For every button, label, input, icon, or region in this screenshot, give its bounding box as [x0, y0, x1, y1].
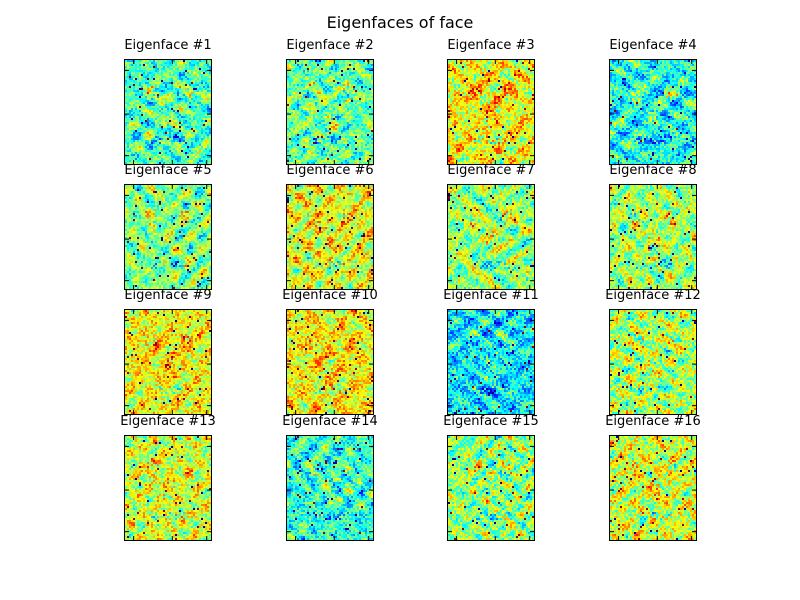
heatmap-image — [447, 184, 535, 290]
axes-frame — [609, 184, 697, 290]
panel-title: Eigenface #3 — [407, 38, 575, 54]
panel-title: Eigenface #11 — [407, 288, 575, 304]
axis-ticks — [610, 60, 696, 164]
panel-title: Eigenface #5 — [84, 163, 252, 179]
eigenface-panel-5: Eigenface #5 — [124, 163, 212, 290]
axes-frame — [609, 59, 697, 165]
heatmap-cells — [610, 60, 697, 165]
axis-ticks — [610, 310, 696, 414]
axis-ticks — [287, 60, 373, 164]
panel-title: Eigenface #2 — [246, 38, 414, 54]
heatmap-image — [447, 309, 535, 415]
eigenface-panel-2: Eigenface #2 — [286, 38, 374, 165]
eigenface-panel-12: Eigenface #12 — [605, 288, 701, 415]
axes-frame — [286, 184, 374, 290]
heatmap-image — [124, 59, 212, 165]
panel-title: Eigenface #6 — [246, 163, 414, 179]
eigenface-panel-8: Eigenface #8 — [609, 163, 697, 290]
axis-ticks — [125, 185, 211, 289]
axes-frame — [286, 435, 374, 541]
axes-frame — [124, 435, 212, 541]
eigenface-panel-3: Eigenface #3 — [447, 38, 535, 165]
heatmap-image — [447, 435, 535, 541]
axis-ticks — [125, 60, 211, 164]
eigenface-panel-4: Eigenface #4 — [609, 38, 697, 165]
figure-title: Eigenfaces of face — [0, 13, 800, 33]
panel-title: Eigenface #12 — [569, 288, 737, 304]
axis-ticks — [287, 185, 373, 289]
eigenface-panel-1: Eigenface #1 — [124, 38, 212, 165]
eigenface-panel-11: Eigenface #11 — [443, 288, 539, 415]
axes-frame — [609, 435, 697, 541]
axis-ticks — [287, 436, 373, 540]
axis-ticks — [610, 436, 696, 540]
axes-frame — [124, 309, 212, 415]
heatmap-image — [609, 435, 697, 541]
eigenface-panel-9: Eigenface #9 — [124, 288, 212, 415]
heatmap-cells — [610, 185, 697, 290]
panel-title: Eigenface #15 — [407, 414, 575, 430]
axis-ticks — [125, 310, 211, 414]
heatmap-cells — [287, 310, 374, 415]
panel-title: Eigenface #7 — [407, 163, 575, 179]
axis-ticks — [125, 436, 211, 540]
heatmap-cells — [125, 60, 212, 165]
axes-frame — [286, 59, 374, 165]
heatmap-cells — [448, 185, 535, 290]
axes-frame — [124, 184, 212, 290]
axis-ticks — [287, 310, 373, 414]
heatmap-image — [286, 435, 374, 541]
axes-frame — [609, 309, 697, 415]
heatmap-cells — [287, 185, 374, 290]
axes-frame — [447, 309, 535, 415]
panel-title: Eigenface #4 — [569, 38, 737, 54]
heatmap-cells — [125, 436, 212, 541]
axes-frame — [447, 435, 535, 541]
heatmap-image — [447, 59, 535, 165]
eigenface-panel-10: Eigenface #10 — [282, 288, 378, 415]
heatmap-image — [124, 309, 212, 415]
panel-title: Eigenface #14 — [246, 414, 414, 430]
axis-ticks — [448, 60, 534, 164]
heatmap-cells — [448, 60, 535, 165]
heatmap-cells — [448, 310, 535, 415]
eigenface-panel-13: Eigenface #13 — [120, 414, 216, 541]
eigenface-panel-14: Eigenface #14 — [282, 414, 378, 541]
axis-ticks — [448, 436, 534, 540]
heatmap-image — [609, 309, 697, 415]
axis-ticks — [448, 310, 534, 414]
heatmap-cells — [610, 310, 697, 415]
eigenface-panel-15: Eigenface #15 — [443, 414, 539, 541]
heatmap-image — [286, 184, 374, 290]
axes-frame — [447, 184, 535, 290]
eigenface-panel-6: Eigenface #6 — [286, 163, 374, 290]
axis-ticks — [610, 185, 696, 289]
heatmap-cells — [287, 60, 374, 165]
panel-title: Eigenface #16 — [569, 414, 737, 430]
heatmap-image — [286, 309, 374, 415]
panel-title: Eigenface #9 — [84, 288, 252, 304]
heatmap-image — [286, 59, 374, 165]
axes-frame — [286, 309, 374, 415]
eigenface-panel-7: Eigenface #7 — [447, 163, 535, 290]
axes-frame — [447, 59, 535, 165]
heatmap-image — [124, 184, 212, 290]
panel-title: Eigenface #1 — [84, 38, 252, 54]
heatmap-cells — [610, 436, 697, 541]
heatmap-image — [609, 184, 697, 290]
heatmap-cells — [125, 185, 212, 290]
panel-title: Eigenface #8 — [569, 163, 737, 179]
panel-title: Eigenface #13 — [84, 414, 252, 430]
heatmap-cells — [125, 310, 212, 415]
panel-title: Eigenface #10 — [246, 288, 414, 304]
heatmap-cells — [287, 436, 374, 541]
axes-frame — [124, 59, 212, 165]
heatmap-cells — [448, 436, 535, 541]
heatmap-image — [124, 435, 212, 541]
eigenface-panel-16: Eigenface #16 — [605, 414, 701, 541]
heatmap-image — [609, 59, 697, 165]
axis-ticks — [448, 185, 534, 289]
